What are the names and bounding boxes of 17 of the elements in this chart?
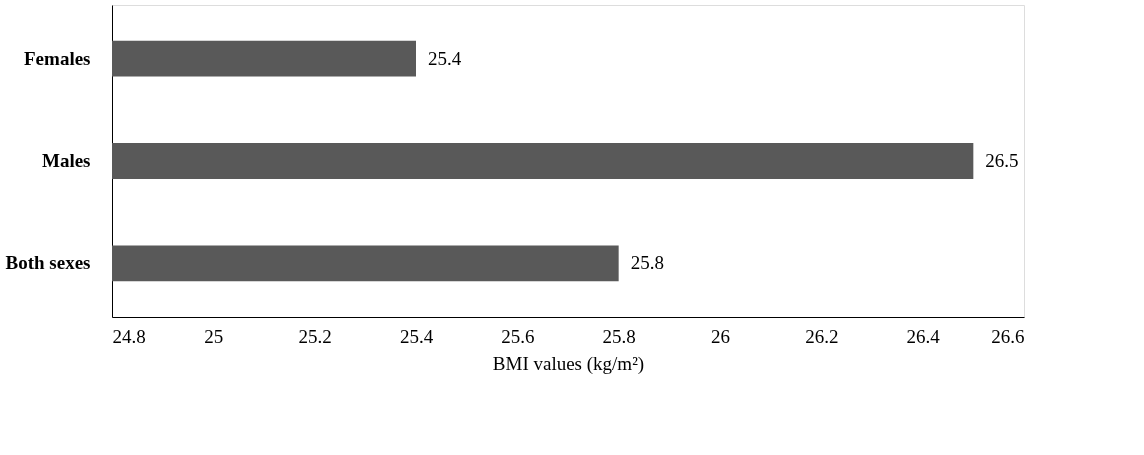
x-tick-label: 24.8 <box>112 325 146 347</box>
x-tick-label: 25 <box>204 325 224 347</box>
data-label: 25.4 <box>428 47 462 69</box>
y-tick-label: Males <box>41 150 91 171</box>
data-label: 25.8 <box>630 252 664 274</box>
x-tick-label: 26.4 <box>906 325 941 347</box>
x-axis-title: BMI values (kg/m²) <box>492 352 645 375</box>
y-tick-label: Females <box>24 47 91 69</box>
data-label: 26.5 <box>985 150 1019 171</box>
x-tick-label: 25.8 <box>602 325 636 347</box>
x-tick-label: 26.2 <box>805 325 839 347</box>
x-tick-label: 25.6 <box>501 325 535 347</box>
x-tick-label: 25.2 <box>298 325 332 347</box>
y-tick-label: Both sexes <box>5 252 91 274</box>
x-tick-label: 26 <box>711 325 730 347</box>
x-tick-label: 25.4 <box>399 325 434 347</box>
x-tick-label: 26.6 <box>991 325 1025 347</box>
